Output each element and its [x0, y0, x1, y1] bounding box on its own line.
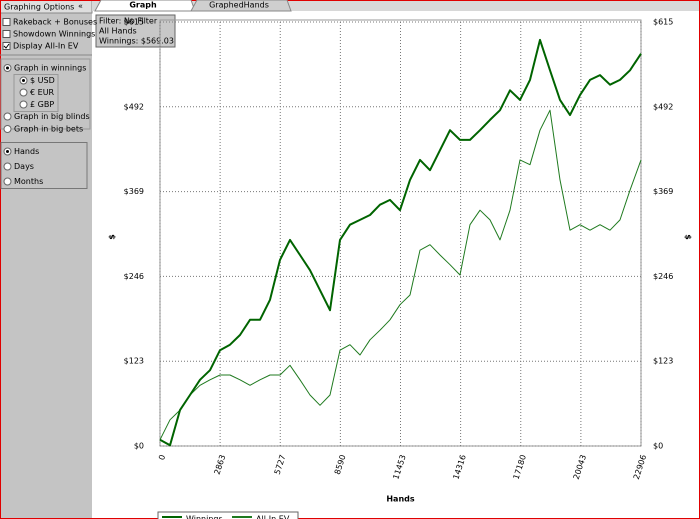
radio-button[interactable] [3, 125, 12, 133]
series-line [159, 109, 642, 441]
radio-button[interactable] [3, 112, 12, 121]
y-tick-label: $246 [124, 272, 144, 281]
tab[interactable] [190, 0, 292, 12]
y2-tick-label: $369 [653, 187, 673, 196]
radio-button[interactable] [3, 177, 12, 186]
x-mode-group [0, 142, 88, 189]
radio-button[interactable] [19, 100, 28, 109]
y2-tick-label: $246 [653, 272, 673, 281]
radio-dot [6, 150, 9, 153]
radio-label: Hands [14, 147, 39, 156]
checkbox[interactable] [2, 30, 11, 38]
currency-group [13, 74, 59, 112]
y-tick-label: $123 [124, 357, 144, 366]
y2-tick-label: $0 [653, 442, 663, 451]
radio-label: Graph in winnings [14, 64, 86, 73]
sidebar [0, 0, 92, 519]
units-group [0, 58, 91, 130]
y-tick-label: $369 [124, 187, 144, 196]
y2-tick-label: $492 [653, 102, 673, 111]
radio-label: Graph in big bets [14, 125, 83, 134]
series-line [159, 38, 642, 447]
checkbox-label: Showdown Winnings [13, 30, 95, 39]
radio-label: Graph in big blinds [14, 112, 90, 121]
y-axis-label: $ [108, 234, 117, 240]
y2-axis-label: $ [684, 234, 693, 240]
y-tick-label: $492 [124, 102, 144, 111]
checkbox-label: Display All-In EV [13, 42, 79, 51]
y2-tick-label: $615 [653, 18, 673, 27]
radio-button[interactable] [3, 162, 12, 171]
tab-label[interactable]: Graph [129, 1, 157, 10]
radio-label: Months [14, 177, 43, 186]
radio-label: £ GBP [30, 100, 54, 109]
legend-label: All-In EV [256, 515, 290, 519]
legend [157, 511, 299, 519]
tab[interactable] [94, 0, 196, 12]
tab-bar [92, 0, 700, 11]
legend-label: Winnings [186, 515, 223, 519]
y2-tick-label: $123 [653, 357, 673, 366]
y-tick-label: $0 [134, 442, 144, 451]
checkbox[interactable] [2, 18, 11, 26]
x-axis-label: Hands [386, 495, 415, 504]
radio-button[interactable] [19, 88, 28, 97]
filter-text: Winnings: $569.03 [99, 37, 174, 46]
radio-dot [22, 79, 25, 82]
filter-text: All Hands [99, 27, 137, 36]
check-mark [3, 43, 10, 49]
radio-label: € EUR [30, 88, 55, 97]
radio-dot [6, 66, 9, 70]
radio-label: $ USD [30, 76, 55, 85]
radio-label: Days [14, 162, 34, 171]
tab-label[interactable]: GraphedHands [209, 1, 269, 10]
sidebar-title: Graphing Options [4, 3, 74, 12]
filter-text: Filter: No Filter [99, 17, 158, 26]
x-tick-label: 0 [157, 454, 167, 462]
collapse-button[interactable]: « [78, 2, 83, 11]
checkbox-label: Rakeback + Bonuses [13, 18, 97, 27]
y-tick-label: $615 [124, 18, 144, 27]
checkbox[interactable] [2, 42, 11, 50]
